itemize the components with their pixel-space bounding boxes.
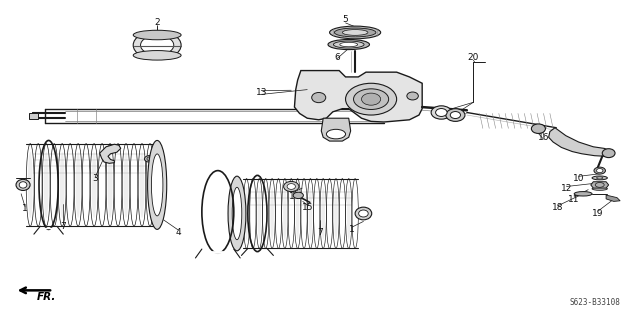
Ellipse shape (333, 41, 364, 48)
Text: 16: 16 (538, 133, 549, 142)
Ellipse shape (596, 177, 603, 179)
Ellipse shape (358, 210, 368, 217)
Text: 1: 1 (349, 225, 355, 234)
Ellipse shape (446, 109, 465, 122)
Ellipse shape (152, 154, 163, 216)
Text: S623-B33108: S623-B33108 (569, 298, 620, 307)
Text: 12: 12 (561, 184, 572, 193)
Text: 4: 4 (234, 233, 240, 242)
Text: 6: 6 (334, 53, 340, 62)
Ellipse shape (592, 187, 607, 190)
Text: 5: 5 (342, 15, 348, 24)
Text: FR.: FR. (37, 292, 56, 302)
Polygon shape (548, 128, 612, 156)
Circle shape (326, 129, 346, 139)
Text: 14: 14 (289, 191, 300, 201)
Text: 7: 7 (60, 222, 66, 231)
Text: 1: 1 (22, 204, 28, 213)
Polygon shape (294, 70, 422, 122)
Polygon shape (100, 144, 121, 163)
Text: 20: 20 (468, 53, 479, 62)
Ellipse shape (228, 176, 246, 251)
Ellipse shape (596, 168, 603, 173)
Ellipse shape (346, 83, 397, 115)
Ellipse shape (353, 89, 388, 109)
Ellipse shape (284, 182, 299, 192)
Text: 19: 19 (592, 209, 604, 218)
Ellipse shape (28, 152, 33, 218)
Ellipse shape (19, 182, 27, 188)
Text: 18: 18 (552, 203, 563, 212)
Polygon shape (606, 195, 620, 201)
Text: 17: 17 (154, 150, 165, 159)
Ellipse shape (334, 187, 338, 240)
Ellipse shape (92, 152, 97, 218)
Ellipse shape (283, 187, 287, 240)
Ellipse shape (362, 93, 381, 105)
Ellipse shape (436, 108, 447, 116)
Ellipse shape (270, 187, 274, 240)
Ellipse shape (340, 42, 358, 47)
Ellipse shape (330, 26, 381, 39)
Text: 15: 15 (301, 203, 313, 211)
Ellipse shape (133, 30, 181, 40)
Ellipse shape (293, 192, 303, 198)
Ellipse shape (328, 40, 369, 50)
Ellipse shape (245, 187, 248, 240)
Ellipse shape (16, 179, 30, 190)
Text: 8: 8 (432, 111, 438, 120)
Ellipse shape (592, 176, 607, 180)
Text: 3: 3 (92, 174, 98, 183)
Ellipse shape (148, 140, 167, 229)
Ellipse shape (141, 35, 173, 55)
Ellipse shape (60, 152, 65, 218)
Bar (29, 114, 38, 119)
Ellipse shape (574, 192, 592, 196)
Ellipse shape (308, 187, 312, 240)
Ellipse shape (296, 187, 300, 240)
Ellipse shape (124, 152, 129, 218)
Text: 13: 13 (255, 88, 267, 97)
Ellipse shape (140, 152, 145, 218)
Polygon shape (591, 182, 609, 188)
Ellipse shape (312, 93, 326, 103)
Ellipse shape (407, 92, 419, 100)
Ellipse shape (145, 155, 157, 162)
Text: 4: 4 (175, 228, 181, 237)
Ellipse shape (108, 152, 113, 218)
Ellipse shape (44, 152, 49, 218)
Text: 7: 7 (317, 228, 323, 237)
Ellipse shape (257, 187, 261, 240)
Ellipse shape (594, 167, 605, 174)
Ellipse shape (321, 187, 325, 240)
Ellipse shape (287, 184, 296, 189)
Ellipse shape (451, 112, 461, 119)
Text: 11: 11 (568, 195, 580, 204)
Ellipse shape (355, 207, 372, 220)
Ellipse shape (347, 187, 351, 240)
Ellipse shape (334, 28, 376, 37)
Ellipse shape (531, 124, 545, 133)
Polygon shape (321, 118, 351, 141)
Text: 2: 2 (154, 19, 160, 27)
Ellipse shape (133, 31, 181, 59)
Ellipse shape (342, 30, 368, 35)
Ellipse shape (602, 149, 615, 158)
Ellipse shape (76, 152, 81, 218)
Ellipse shape (431, 106, 452, 119)
Ellipse shape (133, 50, 181, 60)
Ellipse shape (232, 187, 242, 240)
Text: 9: 9 (445, 111, 451, 120)
Text: 10: 10 (573, 174, 584, 183)
